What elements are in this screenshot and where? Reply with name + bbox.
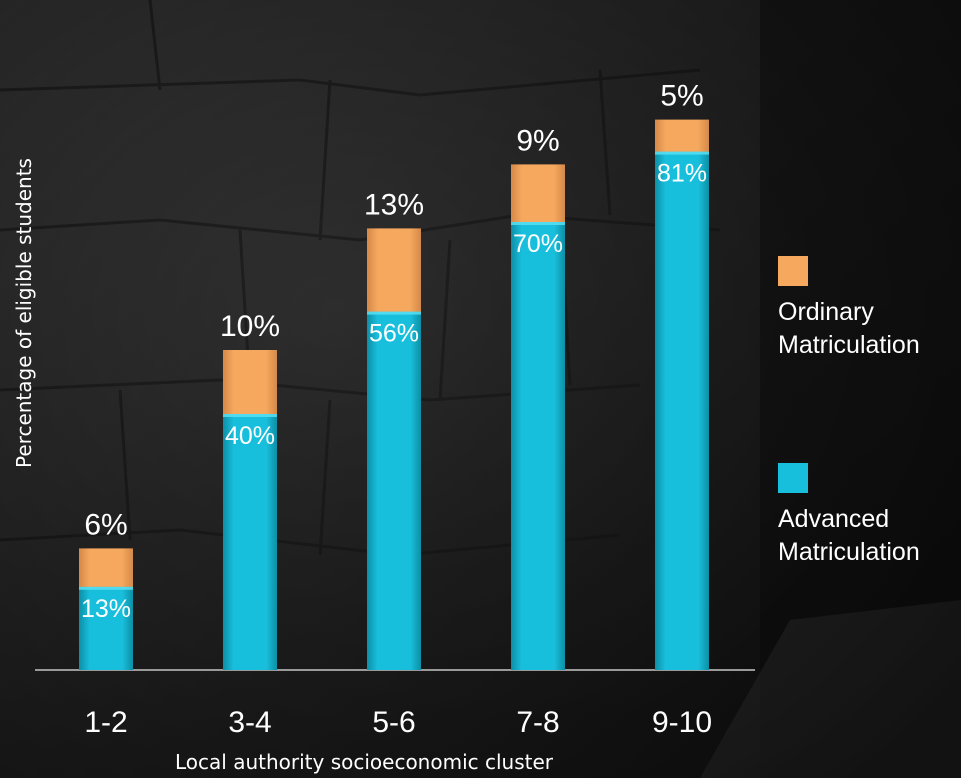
legend-item-advanced: Advanced Matriculation bbox=[778, 463, 958, 569]
bar-advanced-9-10 bbox=[655, 151, 709, 671]
bar-advanced-5-6 bbox=[367, 311, 421, 670]
data-label-ordinary-9-10: 5% bbox=[660, 80, 703, 113]
bar-ordinary-1-2 bbox=[79, 548, 133, 587]
bar-ordinary-5-6 bbox=[367, 228, 421, 312]
legend-swatch-advanced bbox=[778, 463, 808, 493]
legend-label-advanced: Advanced Matriculation bbox=[778, 505, 920, 566]
bar-ordinary-3-4 bbox=[223, 350, 277, 414]
bar-ordinary-9-10 bbox=[655, 119, 709, 152]
x-tick-label-3-4: 3-4 bbox=[228, 706, 271, 739]
x-tick-label-9-10: 9-10 bbox=[652, 706, 712, 739]
data-label-ordinary-3-4: 10% bbox=[220, 310, 280, 343]
data-label-advanced-3-4: 40% bbox=[225, 422, 275, 450]
x-tick-label-1-2: 1-2 bbox=[84, 706, 127, 739]
x-tick-label-7-8: 7-8 bbox=[516, 706, 559, 739]
x-axis-label: Local authority socioeconomic cluster bbox=[175, 750, 553, 774]
bar-advanced-7-8 bbox=[511, 222, 565, 670]
bar-ordinary-7-8 bbox=[511, 164, 565, 222]
x-tick-label-5-6: 5-6 bbox=[372, 706, 415, 739]
data-label-ordinary-5-6: 13% bbox=[364, 188, 424, 221]
data-label-ordinary-7-8: 9% bbox=[516, 124, 559, 157]
data-label-advanced-5-6: 56% bbox=[369, 320, 419, 348]
data-label-advanced-9-10: 81% bbox=[657, 160, 707, 188]
bar-advanced-cap-5-6 bbox=[367, 308, 421, 315]
data-label-advanced-7-8: 70% bbox=[513, 230, 563, 258]
legend-swatch-ordinary bbox=[778, 256, 808, 286]
x-tick-label-group: 1-2 3-4 5-6 7-8 9-10 bbox=[84, 706, 712, 739]
data-label-advanced-1-2: 13% bbox=[81, 595, 131, 623]
bar-advanced-1-2 bbox=[79, 586, 133, 670]
bar-group bbox=[79, 119, 709, 671]
y-axis-label: Percentage of eligible students bbox=[12, 158, 36, 468]
data-label-ordinary-1-2: 6% bbox=[84, 508, 127, 541]
legend-label-ordinary: Ordinary Matriculation bbox=[778, 298, 920, 359]
legend-item-ordinary: Ordinary Matriculation bbox=[778, 256, 958, 362]
data-label-group: 13% 6% 40% 10% 56% 13% 70% 9% 81% 5% bbox=[81, 80, 707, 623]
bar-advanced-3-4 bbox=[223, 414, 277, 670]
